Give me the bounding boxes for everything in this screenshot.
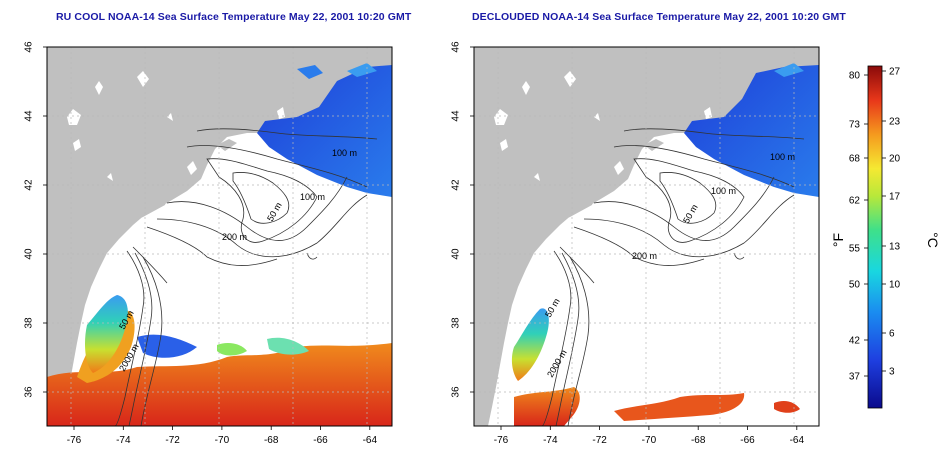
left-lon-tick-label: -70 (215, 435, 230, 446)
left-lat-tick-label: 40 (24, 248, 35, 260)
right-lon-tick-label: -70 (642, 435, 657, 446)
colorbar-fahrenheit-tick: 37 (849, 372, 861, 383)
right-lat-tick-label: 46 (451, 41, 462, 53)
left-lat-tick-label: 42 (24, 179, 35, 191)
colorbar-fahrenheit-tick: 62 (849, 196, 861, 207)
right-gulf-stream-patch (514, 387, 580, 426)
temperature-colorbar: 80 73 68 62 55 50 42 37 27 23 20 17 13 10 6 3 °F °C (830, 65, 941, 409)
colorbar-fahrenheit-tick: 73 (849, 120, 861, 131)
colorbar-celsius-tick: 3 (889, 367, 895, 378)
colorbar-fahrenheit-tick: 50 (849, 280, 861, 291)
colorbar-celsius-tick: 17 (889, 192, 901, 203)
left-lat-tick-label: 36 (24, 386, 35, 398)
right-lon-tick-label: -72 (592, 435, 607, 446)
right-contour-label-100b: 100 m (770, 152, 795, 162)
left-shelf-water-patch (85, 295, 128, 373)
fahrenheit-unit-label: °F (830, 233, 846, 247)
right-lat-tick-label: 38 (451, 317, 462, 329)
right-map-frame (473, 46, 820, 427)
celsius-unit-label: °C (925, 232, 941, 248)
left-lat-tick-label: 46 (24, 41, 35, 53)
right-lon-tick-label: -68 (691, 435, 706, 446)
right-contour-label-200: 200 m (632, 251, 657, 261)
left-lat-tick-label: 44 (24, 110, 35, 122)
right-lat-tick-label: 44 (451, 110, 462, 122)
left-contour-label-100b: 100 m (332, 148, 357, 158)
left-contour-label-100a: 100 m (300, 192, 325, 202)
colorbar-fahrenheit-tick: 55 (849, 244, 861, 255)
right-map-panel: 200 m 100 m 100 m 50 m 50 m 2000 m 36384… (451, 41, 820, 446)
colorbar-celsius-tick: 13 (889, 242, 901, 253)
colorbar-fahrenheit-tick: 42 (849, 336, 861, 347)
left-lat-tick-label: 38 (24, 317, 35, 329)
right-lon-tick-label: -66 (740, 435, 755, 446)
colorbar-gradient (867, 65, 883, 409)
left-lon-tick-label: -68 (264, 435, 279, 446)
left-lon-tick-label: -74 (116, 435, 131, 446)
right-lat-tick-label: 40 (451, 248, 462, 260)
left-lon-tick-label: -64 (363, 435, 378, 446)
right-lon-tick-label: -76 (494, 435, 509, 446)
right-cold-water-patch (684, 65, 819, 197)
right-lon-tick-label: -74 (543, 435, 558, 446)
colorbar-celsius-tick: 23 (889, 117, 901, 128)
left-map-panel: 200 m 100 m 100 m 50 m 50 m 2000 m 36384… (24, 41, 393, 446)
left-lon-tick-label: -72 (165, 435, 180, 446)
colorbar-fahrenheit-tick: 80 (849, 71, 861, 82)
left-contour-label-200: 200 m (222, 232, 247, 242)
left-cold-water-patch (257, 65, 392, 197)
colorbar-fahrenheit-tick: 68 (849, 154, 861, 165)
left-map-title: RU COOL NOAA-14 Sea Surface Temperature … (56, 11, 412, 23)
colorbar-celsius-tick: 27 (889, 67, 901, 78)
right-shelf-water-patch (511, 308, 549, 381)
right-lat-tick-label: 36 (451, 386, 462, 398)
colorbar-celsius-tick: 20 (889, 154, 901, 165)
left-lon-tick-label: -66 (313, 435, 328, 446)
right-lat-tick-label: 42 (451, 179, 462, 191)
left-lon-tick-label: -76 (67, 435, 82, 446)
colorbar-celsius-tick: 6 (889, 329, 895, 340)
left-map-frame (46, 46, 393, 427)
colorbar-celsius-tick: 10 (889, 280, 901, 291)
right-contour-label-100a: 100 m (711, 186, 736, 196)
right-lon-tick-label: -64 (790, 435, 805, 446)
right-map-title: DECLOUDED NOAA-14 Sea Surface Temperatur… (472, 11, 846, 23)
